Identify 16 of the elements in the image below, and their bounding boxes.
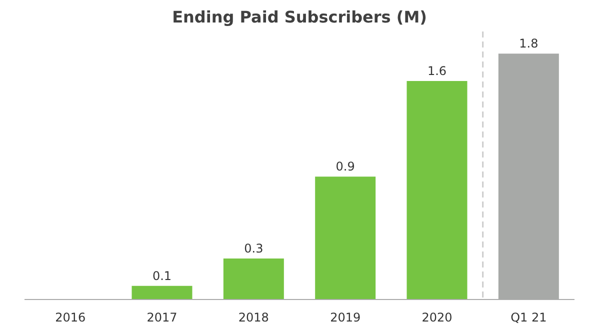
chart-title: Ending Paid Subscribers (M)	[172, 8, 427, 26]
x-tick-label: Q1 21	[510, 310, 547, 324]
bar	[223, 258, 284, 300]
bar	[315, 176, 376, 300]
data-label: 0.1	[152, 268, 172, 283]
data-label: 1.8	[519, 36, 538, 51]
data-label: 0.9	[336, 160, 355, 174]
x-tick-label: 2017	[146, 310, 178, 324]
bar	[132, 286, 192, 300]
x-tick-label: 2019	[330, 310, 361, 324]
x-tick-label: 2018	[238, 310, 269, 324]
x-tick-label: 2020	[422, 310, 452, 324]
bar	[406, 80, 468, 300]
x-tick-label: 2016	[55, 310, 86, 324]
data-label: 0.3	[244, 242, 264, 256]
data-label: 1.6	[427, 64, 447, 78]
